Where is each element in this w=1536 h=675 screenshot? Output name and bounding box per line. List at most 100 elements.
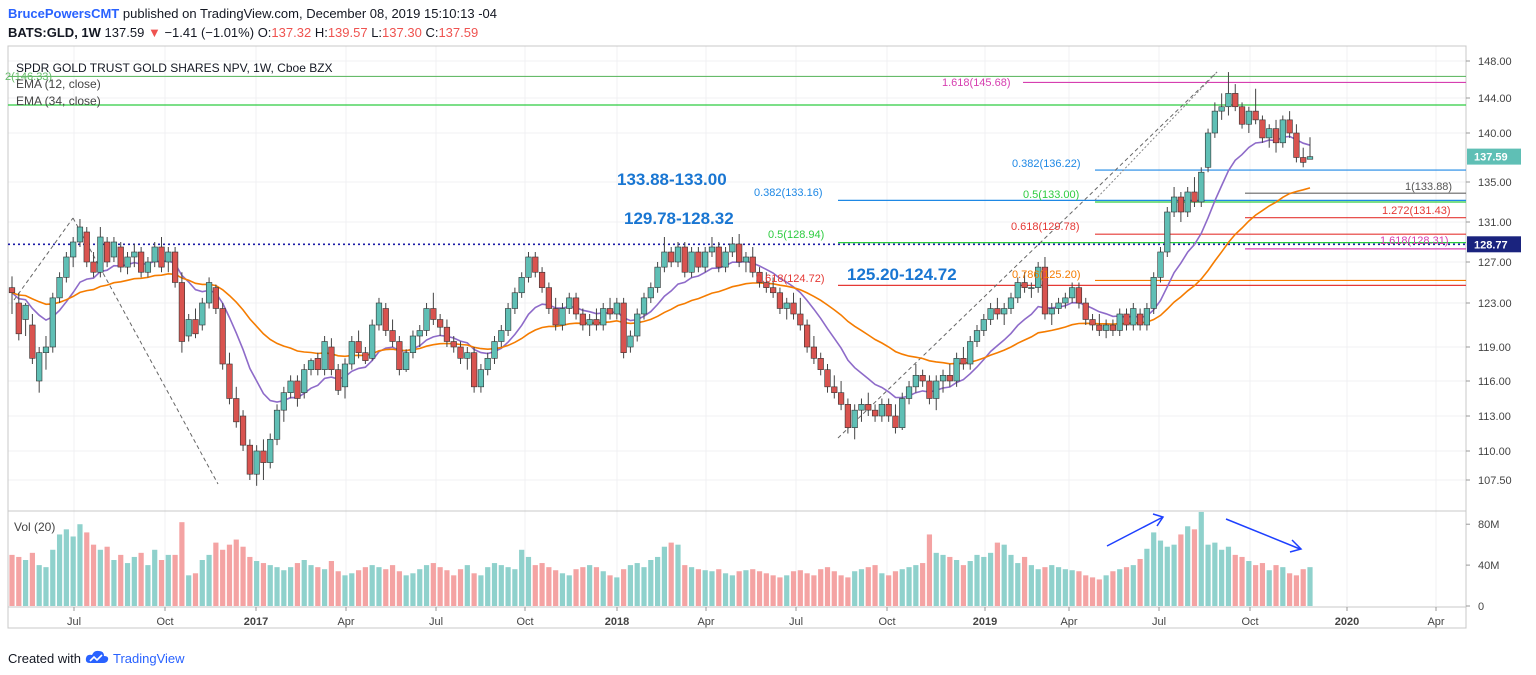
candle-body	[552, 308, 559, 326]
volume-bar	[858, 569, 865, 606]
volume-bar	[688, 567, 695, 606]
candle	[457, 341, 464, 364]
candle	[341, 358, 349, 399]
high-value: 139.57	[327, 25, 368, 40]
candle-body	[205, 282, 213, 304]
candle	[987, 303, 994, 325]
candle	[49, 292, 56, 353]
tradingview-brand[interactable]: TradingView	[112, 651, 185, 666]
time-tick-label: Oct	[878, 616, 895, 628]
candle-body	[409, 335, 417, 353]
volume-bar	[756, 571, 763, 606]
candle	[831, 375, 838, 399]
candle-body	[851, 409, 858, 428]
candle-body	[341, 363, 349, 388]
candle	[640, 292, 648, 320]
candle-body	[110, 241, 118, 258]
candle-body	[464, 352, 471, 359]
candle	[267, 433, 274, 469]
volume-bar	[172, 554, 178, 606]
volume-bar	[634, 563, 640, 606]
candle	[416, 325, 423, 347]
candle	[613, 297, 620, 320]
candle	[885, 398, 892, 422]
candle-body	[471, 352, 478, 388]
candle	[450, 336, 457, 353]
price-tick-label: 113.00	[1478, 411, 1511, 423]
candle-body	[661, 251, 668, 268]
candle	[1069, 282, 1076, 303]
fib-label: 0.618(129.78)	[1011, 221, 1080, 233]
candle-body	[926, 380, 933, 399]
volume-bar	[593, 567, 600, 606]
legend-ema34[interactable]: EMA (34, close)	[16, 94, 101, 108]
price-chart[interactable]: 133.88-133.00 129.78-128.32 125.20-124.72 1…	[0, 0, 1536, 640]
volume-bar	[43, 567, 49, 606]
candle	[409, 330, 417, 359]
candle-body	[593, 319, 600, 326]
candle-body	[1075, 287, 1083, 304]
vol-tick-label: 0	[1478, 601, 1484, 613]
time-tick-label: Oct	[1241, 616, 1258, 628]
candle	[715, 242, 722, 273]
candle	[389, 319, 396, 347]
candle	[1306, 137, 1314, 160]
candle-body	[1021, 282, 1028, 288]
fib-label: 0.786(125.20)	[1012, 269, 1081, 281]
candle-body	[654, 266, 661, 288]
volume-bar	[512, 569, 518, 606]
price-tick-label: 148.00	[1478, 56, 1512, 68]
author-name[interactable]: BrucePowersCMT	[8, 6, 120, 21]
volume-bar	[920, 563, 926, 606]
candle	[532, 252, 539, 278]
price-tick-label: 116.00	[1478, 376, 1511, 388]
legend-title: SPDR GOLD TRUST GOLD SHARES NPV, 1W, Cbo…	[16, 61, 333, 75]
candle-body	[756, 271, 763, 283]
volume-bar	[1144, 548, 1150, 606]
candle-body	[844, 404, 851, 428]
footer: Created with TradingView	[8, 650, 185, 667]
volume-bar	[430, 563, 436, 606]
candle	[307, 358, 315, 376]
candle	[1211, 102, 1218, 138]
volume-bar	[22, 560, 29, 606]
time-tick-label: Jul	[429, 616, 443, 628]
candle-body	[1272, 128, 1280, 144]
candle-body	[933, 380, 940, 399]
candle-body	[1103, 324, 1110, 331]
volume-bar	[906, 567, 912, 606]
candle-body	[90, 261, 97, 273]
candle	[491, 336, 498, 364]
candle-body	[1245, 110, 1252, 125]
candle	[960, 347, 967, 370]
candle-body	[668, 251, 675, 263]
candle-body	[70, 241, 77, 258]
candle-body	[858, 404, 865, 411]
volume-bar	[396, 571, 402, 606]
volume-bar	[1273, 565, 1279, 606]
volume-bar	[947, 556, 953, 606]
candle-body	[627, 335, 634, 348]
time-tick-label: Jul	[67, 616, 81, 628]
volume-bar	[152, 549, 158, 606]
volume-bar	[498, 565, 504, 606]
legend-ema12[interactable]: EMA (12, close)	[16, 77, 101, 91]
candle-body	[586, 319, 593, 326]
candle-body	[742, 256, 750, 263]
candle	[525, 252, 532, 283]
candle	[328, 338, 335, 376]
candle-body	[606, 308, 614, 315]
candle	[253, 445, 260, 486]
volume-bar	[682, 565, 688, 606]
candle-body	[1218, 106, 1225, 112]
candle-body	[702, 251, 709, 268]
volume-bar	[661, 546, 667, 606]
candle-body	[355, 341, 362, 353]
candle-body	[233, 398, 240, 423]
volume-bar	[1110, 571, 1116, 606]
axes: 80M 40M 0 148.00 144.00 140.00 135.00 131.00 127…	[67, 56, 1521, 628]
candles	[8, 72, 1314, 486]
candle	[770, 277, 777, 298]
candle	[749, 247, 756, 278]
close-value: 137.59	[438, 25, 479, 40]
